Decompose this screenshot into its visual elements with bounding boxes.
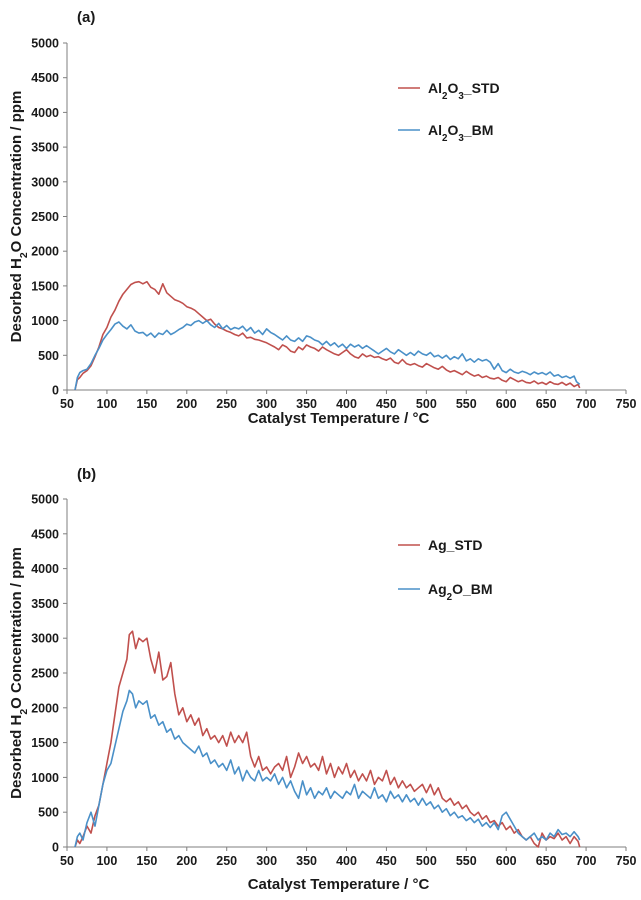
x-tick-label: 300: [256, 397, 277, 411]
y-axis-title: Desorbed H2O Concentration / ppm: [8, 91, 30, 343]
x-axis-title: Catalyst Temperature / °C: [248, 876, 430, 893]
y-tick-label: 1000: [31, 314, 59, 328]
legend-label-1-part: O: [447, 122, 458, 138]
y-axis-title-part: 2: [18, 709, 30, 715]
y-axis-title-part: Desorbed H: [8, 258, 25, 342]
legend-label-0-part: 2: [442, 91, 448, 102]
y-tick-label: 3500: [31, 141, 59, 155]
x-tick-label: 400: [336, 397, 357, 411]
x-tick-label: 200: [176, 397, 197, 411]
y-tick-label: 4000: [31, 562, 59, 576]
legend-label-1-part: Ag: [428, 581, 447, 597]
legend-label-1-part: Al: [428, 122, 442, 138]
y-tick-label: 500: [38, 806, 59, 820]
legend-label-1-part: 2: [447, 592, 453, 603]
y-tick-label: 5000: [31, 37, 59, 51]
y-axis-title-part: O Concentration / ppm: [8, 547, 25, 709]
chart-panel-a: (a)0500100015002000250030003500400045005…: [8, 9, 636, 427]
x-tick-label: 600: [496, 854, 517, 868]
y-tick-label: 0: [52, 841, 59, 855]
x-tick-label: 750: [616, 397, 637, 411]
series-line-0: [74, 280, 581, 391]
legend-label-0-part: O: [447, 80, 458, 96]
x-tick-label: 150: [136, 854, 157, 868]
series-line-0: [74, 630, 581, 848]
y-tick-label: 3500: [31, 597, 59, 611]
y-tick-label: 5000: [31, 493, 59, 507]
chart-panel-b: (b)0500100015002000250030003500400045005…: [8, 466, 636, 893]
x-tick-label: 450: [376, 854, 397, 868]
x-tick-label: 100: [96, 854, 117, 868]
legend-label-0-part: 3: [458, 91, 464, 102]
y-tick-label: 0: [52, 384, 59, 398]
series-line-1: [74, 319, 581, 391]
x-tick-label: 500: [416, 854, 437, 868]
legend-label-0: Al2O3_STD: [428, 80, 500, 102]
x-tick-label: 500: [416, 397, 437, 411]
x-tick-label: 700: [576, 397, 597, 411]
y-tick-label: 3000: [31, 632, 59, 646]
x-tick-label: 100: [96, 397, 117, 411]
x-tick-label: 350: [296, 854, 317, 868]
y-axis-title: Desorbed H2O Concentration / ppm: [8, 547, 30, 799]
y-tick-label: 1500: [31, 736, 59, 750]
panel-label: (a): [77, 9, 95, 26]
x-tick-label: 700: [576, 854, 597, 868]
legend-label-1-part: O_BM: [452, 581, 492, 597]
y-tick-label: 4500: [31, 527, 59, 541]
x-tick-label: 250: [216, 397, 237, 411]
legend-label-1: Al2O3_BM: [428, 122, 493, 144]
x-tick-label: 650: [536, 854, 557, 868]
legend-label-0-part: Al: [428, 80, 442, 96]
x-tick-label: 350: [296, 397, 317, 411]
legend-label-0-part: _STD: [463, 80, 500, 96]
legend-label-1-part: 3: [458, 133, 464, 144]
y-axis-title-part: Desorbed H: [8, 715, 25, 799]
x-tick-label: 550: [456, 397, 477, 411]
x-tick-label: 50: [60, 854, 74, 868]
legend-label-1: Ag2O_BM: [428, 581, 493, 603]
y-tick-label: 1500: [31, 279, 59, 293]
x-tick-label: 300: [256, 854, 277, 868]
y-tick-label: 500: [38, 349, 59, 363]
legend-label-1-part: 2: [442, 133, 448, 144]
y-tick-label: 2500: [31, 210, 59, 224]
x-tick-label: 200: [176, 854, 197, 868]
y-tick-label: 4500: [31, 71, 59, 85]
y-tick-label: 2500: [31, 667, 59, 681]
y-axis-title-part: 2: [18, 252, 30, 258]
series-line-1: [74, 689, 581, 848]
x-tick-label: 450: [376, 397, 397, 411]
legend-label-0-part: Ag_STD: [428, 537, 482, 553]
x-tick-label: 650: [536, 397, 557, 411]
x-tick-label: 50: [60, 397, 74, 411]
panel-label: (b): [77, 466, 96, 483]
x-tick-label: 150: [136, 397, 157, 411]
x-tick-label: 550: [456, 854, 477, 868]
y-tick-label: 3000: [31, 175, 59, 189]
y-tick-label: 2000: [31, 701, 59, 715]
x-axis-title: Catalyst Temperature / °C: [248, 410, 430, 427]
legend-label-0: Ag_STD: [428, 537, 482, 553]
y-tick-label: 2000: [31, 245, 59, 259]
x-tick-label: 600: [496, 397, 517, 411]
y-axis-title-part: O Concentration / ppm: [8, 91, 25, 253]
legend-label-1-part: _BM: [463, 122, 494, 138]
x-tick-label: 400: [336, 854, 357, 868]
y-tick-label: 1000: [31, 771, 59, 785]
x-tick-label: 250: [216, 854, 237, 868]
y-tick-label: 4000: [31, 106, 59, 120]
x-tick-label: 750: [616, 854, 637, 868]
